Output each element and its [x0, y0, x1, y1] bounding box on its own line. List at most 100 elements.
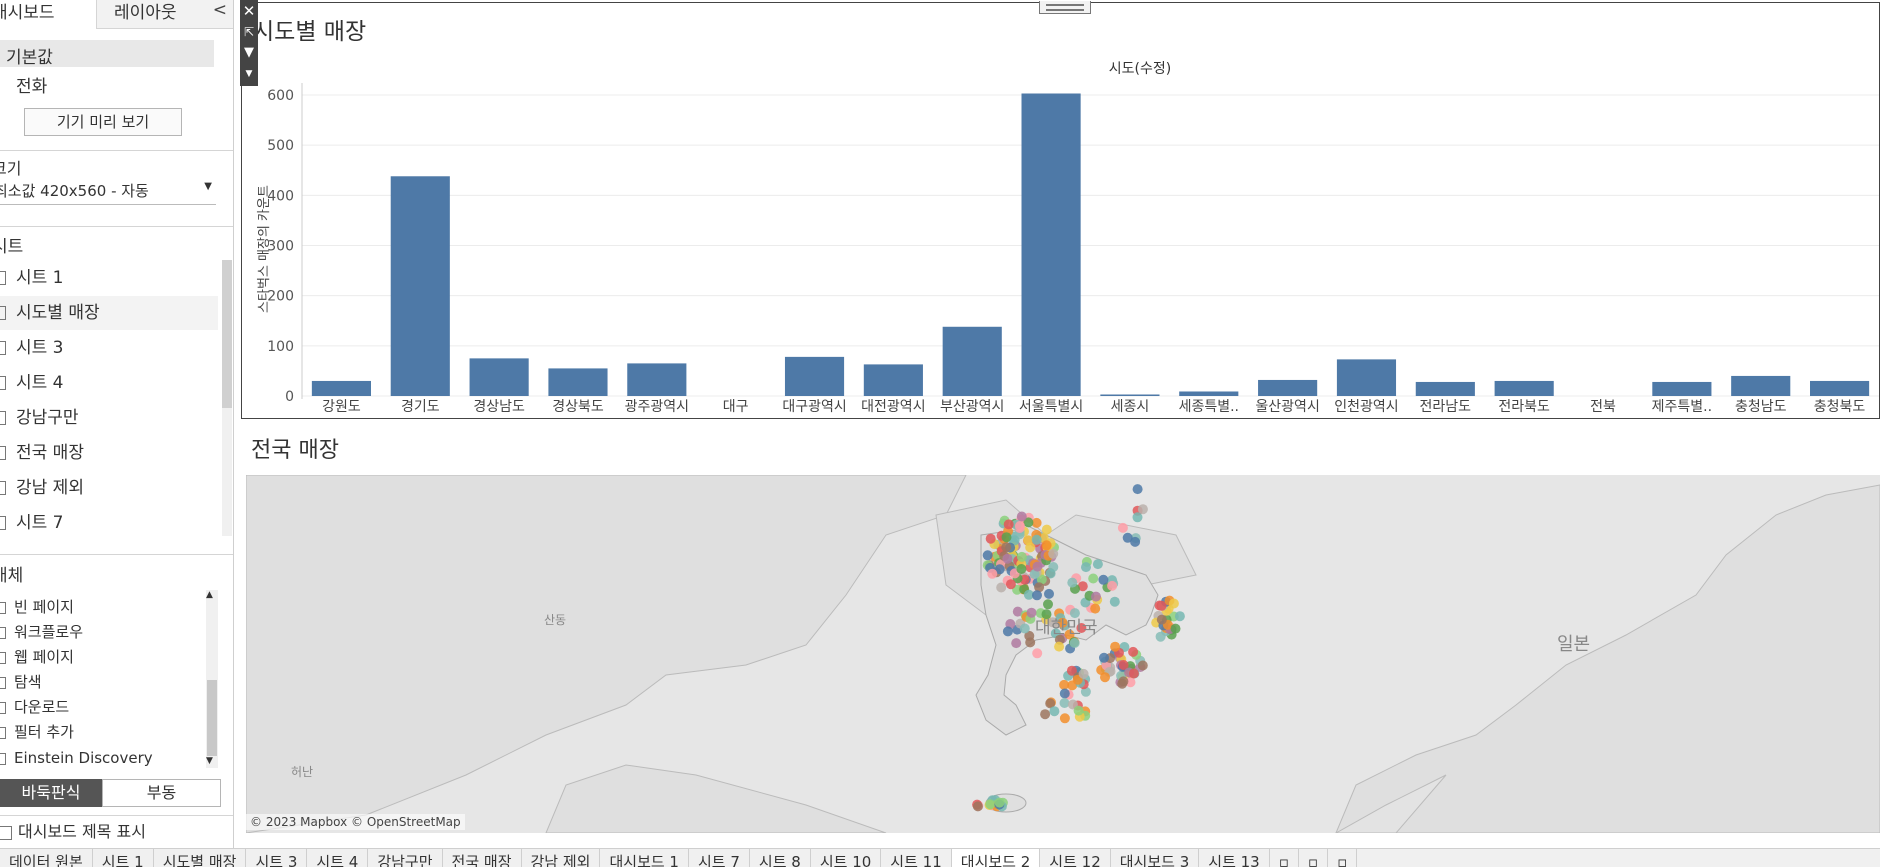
device-default-row[interactable]: 기본값 — [0, 40, 214, 68]
store-marker[interactable] — [1064, 629, 1075, 640]
sheet-tab[interactable]: 시트 10 — [811, 849, 882, 867]
store-marker[interactable] — [1069, 638, 1080, 648]
store-marker[interactable] — [1054, 641, 1065, 652]
store-marker[interactable] — [1014, 521, 1025, 531]
map-panel[interactable]: 대한민국 일본 산동 허난 © 2023 Mapbox © OpenStreet… — [246, 475, 1880, 833]
filter-icon[interactable]: ▼ — [244, 45, 254, 60]
store-marker[interactable] — [1059, 688, 1070, 699]
store-marker[interactable] — [1025, 542, 1036, 553]
scroll-down-icon[interactable]: ▼ — [206, 756, 213, 766]
store-marker[interactable] — [1016, 511, 1027, 522]
sheet-tab[interactable]: 전국 매장 — [443, 849, 522, 867]
store-marker[interactable] — [982, 550, 993, 561]
store-marker[interactable] — [1059, 698, 1070, 708]
store-marker[interactable] — [1041, 524, 1052, 535]
store-marker[interactable] — [1066, 665, 1077, 676]
device-phone[interactable]: 전화 — [16, 77, 48, 97]
object-item[interactable]: 다운로드 — [0, 695, 69, 719]
store-marker[interactable] — [1137, 504, 1148, 515]
store-marker[interactable] — [1067, 577, 1078, 588]
size-dropdown[interactable]: 최소값 420x560 - 자동 ▼ — [0, 180, 216, 205]
store-marker[interactable] — [1043, 599, 1053, 610]
sheets-scrollbar[interactable] — [222, 260, 232, 536]
store-marker[interactable] — [1032, 648, 1043, 659]
store-marker[interactable] — [1029, 569, 1040, 580]
sheet-tab[interactable]: 강남구만 — [368, 849, 443, 867]
new-dashboard-icon[interactable]: ▫ — [1299, 849, 1329, 867]
store-marker[interactable] — [1001, 532, 1012, 543]
store-marker[interactable] — [1045, 698, 1056, 709]
store-marker[interactable] — [987, 568, 998, 579]
store-marker[interactable] — [985, 533, 996, 544]
store-marker[interactable] — [1009, 535, 1020, 546]
object-item[interactable]: 필터 추가 — [0, 720, 74, 744]
sheet-tab[interactable]: 시트 3 — [246, 849, 308, 867]
store-marker[interactable] — [1107, 580, 1118, 591]
store-marker[interactable] — [1026, 607, 1037, 618]
objects-scrollbar-thumb[interactable] — [207, 680, 217, 756]
store-marker[interactable] — [1156, 614, 1167, 625]
store-marker[interactable] — [1003, 519, 1014, 530]
store-marker[interactable] — [1168, 598, 1179, 609]
store-marker[interactable] — [1031, 517, 1042, 528]
store-marker[interactable] — [1156, 600, 1167, 611]
store-marker[interactable] — [994, 564, 1005, 575]
store-marker[interactable] — [1098, 574, 1109, 585]
store-marker[interactable] — [1049, 706, 1060, 717]
store-marker[interactable] — [1155, 631, 1166, 642]
store-marker[interactable] — [1090, 603, 1101, 614]
more-options-icon[interactable]: ▼ — [245, 69, 253, 79]
store-marker[interactable] — [1002, 626, 1013, 637]
store-marker[interactable] — [1045, 568, 1056, 579]
store-marker[interactable] — [1170, 623, 1181, 634]
sheet-item[interactable]: 전국 매장 — [0, 436, 218, 470]
collapse-sidebar-icon[interactable]: < — [212, 0, 227, 20]
store-marker[interactable] — [1117, 522, 1128, 533]
store-marker[interactable] — [1076, 623, 1087, 633]
sheet-tab[interactable]: 시트 13 — [1199, 849, 1270, 867]
device-preview-button[interactable]: 기기 미리 보기 — [24, 108, 182, 136]
store-marker[interactable] — [1023, 517, 1034, 528]
store-marker[interactable] — [1005, 579, 1016, 590]
store-marker[interactable] — [1016, 551, 1027, 562]
tiled-button[interactable]: 바둑판식 — [0, 779, 102, 807]
store-marker[interactable] — [1059, 679, 1070, 690]
store-marker[interactable] — [1122, 532, 1133, 543]
store-marker[interactable] — [1110, 641, 1121, 652]
sheet-item[interactable]: 시트 7 — [0, 506, 218, 540]
store-marker[interactable] — [1041, 540, 1052, 551]
data-source-tab[interactable]: 데이터 원본 — [0, 849, 93, 867]
chart-panel[interactable]: 시도별 매장 시도(수정) 스타벅스 매장의 카운트 0 100 200 300 400 50… — [241, 1, 1880, 419]
sheet-item[interactable]: 시트 3 — [0, 331, 218, 365]
store-marker[interactable] — [1081, 562, 1091, 573]
store-marker[interactable] — [1057, 617, 1068, 628]
store-marker[interactable] — [1001, 542, 1012, 553]
tab-dashboard[interactable]: 대시보드 — [0, 0, 96, 30]
show-title-checkbox[interactable]: 대시보드 제목 표시 — [0, 820, 228, 844]
store-marker[interactable] — [1118, 676, 1129, 687]
store-marker[interactable] — [994, 797, 1005, 808]
sheet-item[interactable]: 시도별 매장 — [0, 296, 218, 330]
store-marker[interactable] — [1100, 672, 1110, 683]
sheet-tab[interactable]: 시트 7 — [689, 849, 750, 867]
store-marker[interactable] — [1091, 591, 1101, 602]
checkbox-icon[interactable] — [0, 825, 12, 840]
object-item[interactable]: Einstein Discovery — [0, 746, 153, 770]
store-marker[interactable] — [1128, 646, 1139, 657]
sheet-tab[interactable]: 시트 11 — [881, 849, 952, 867]
store-marker[interactable] — [1019, 623, 1030, 634]
store-marker[interactable] — [1002, 553, 1013, 564]
store-marker[interactable] — [1077, 581, 1088, 592]
store-marker[interactable] — [1132, 512, 1143, 523]
store-marker[interactable] — [1048, 548, 1059, 559]
sheet-tab[interactable]: 강남 제외 — [522, 849, 601, 867]
store-marker[interactable] — [1109, 596, 1120, 607]
sheet-tab[interactable]: 시트 8 — [750, 849, 811, 867]
store-marker[interactable] — [1047, 617, 1058, 628]
object-item[interactable]: 워크플로우 — [0, 620, 83, 644]
store-marker[interactable] — [1128, 668, 1139, 679]
store-marker[interactable] — [1130, 536, 1141, 547]
tab-layout[interactable]: 레이아웃 — [96, 0, 233, 29]
store-marker[interactable] — [1073, 705, 1084, 716]
store-marker[interactable] — [1016, 564, 1027, 574]
